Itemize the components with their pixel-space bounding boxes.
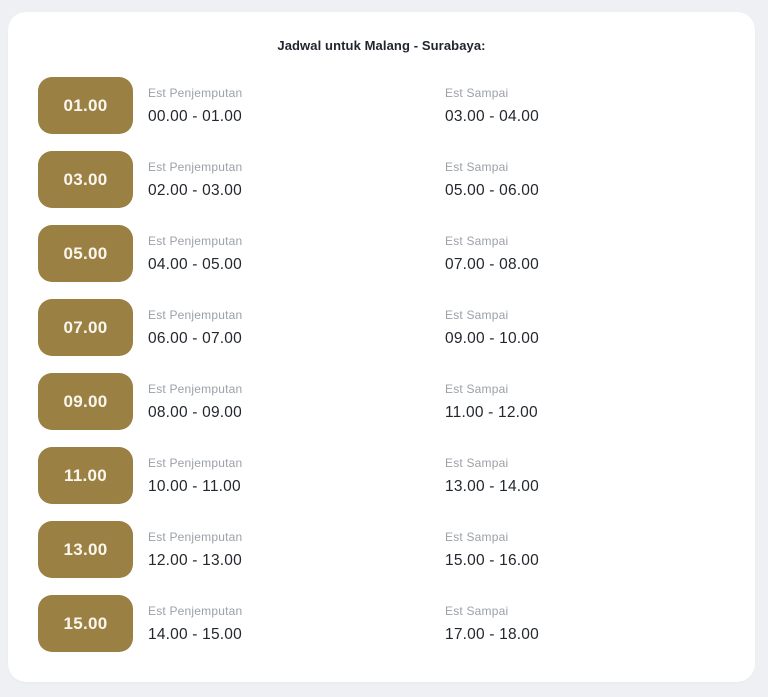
arrival-column: Est Sampai 11.00 - 12.00 <box>445 382 725 422</box>
departure-time-badge[interactable]: 01.00 <box>38 77 133 134</box>
arrival-time-range: 15.00 - 16.00 <box>445 551 539 569</box>
pickup-label: Est Penjemputan <box>148 603 243 618</box>
departure-time-label: 11.00 <box>63 465 108 485</box>
pickup-time-range: 12.00 - 13.00 <box>148 551 242 569</box>
pickup-column: Est Penjemputan 04.00 - 05.00 <box>148 234 445 274</box>
pickup-label: Est Penjemputan <box>148 455 243 470</box>
arrival-label: Est Sampai <box>445 85 509 100</box>
pickup-column: Est Penjemputan 00.00 - 01.00 <box>148 86 445 126</box>
pickup-time-range: 10.00 - 11.00 <box>148 477 241 495</box>
arrival-label: Est Sampai <box>445 307 509 322</box>
pickup-label: Est Penjemputan <box>148 381 243 396</box>
departure-time-label: 05.00 <box>63 243 108 263</box>
departure-time-label: 07.00 <box>63 317 108 337</box>
arrival-column: Est Sampai 03.00 - 04.00 <box>445 86 725 126</box>
departure-time-label: 01.00 <box>63 95 108 115</box>
departure-time-label: 15.00 <box>63 613 108 633</box>
schedule-row: 01.00 Est Penjemputan 00.00 - 01.00 Est … <box>38 77 725 134</box>
pickup-time-range: 02.00 - 03.00 <box>148 181 242 199</box>
schedule-row: 11.00 Est Penjemputan 10.00 - 11.00 Est … <box>38 447 725 504</box>
pickup-time-range: 04.00 - 05.00 <box>148 255 242 273</box>
pickup-column: Est Penjemputan 02.00 - 03.00 <box>148 160 445 200</box>
pickup-label: Est Penjemputan <box>148 307 243 322</box>
schedule-row: 05.00 Est Penjemputan 04.00 - 05.00 Est … <box>38 225 725 282</box>
arrival-column: Est Sampai 07.00 - 08.00 <box>445 234 725 274</box>
arrival-column: Est Sampai 17.00 - 18.00 <box>445 604 725 644</box>
pickup-time-range: 08.00 - 09.00 <box>148 403 242 421</box>
departure-time-badge[interactable]: 13.00 <box>38 521 133 578</box>
pickup-time-range: 00.00 - 01.00 <box>148 107 242 125</box>
arrival-column: Est Sampai 09.00 - 10.00 <box>445 308 725 348</box>
departure-time-label: 03.00 <box>63 169 108 189</box>
arrival-column: Est Sampai 13.00 - 14.00 <box>445 456 725 496</box>
arrival-label: Est Sampai <box>445 529 509 544</box>
departure-time-badge[interactable]: 03.00 <box>38 151 133 208</box>
pickup-column: Est Penjemputan 06.00 - 07.00 <box>148 308 445 348</box>
pickup-label: Est Penjemputan <box>148 233 243 248</box>
arrival-label: Est Sampai <box>445 455 509 470</box>
schedule-row: 13.00 Est Penjemputan 12.00 - 13.00 Est … <box>38 521 725 578</box>
arrival-label: Est Sampai <box>445 381 509 396</box>
pickup-label: Est Penjemputan <box>148 159 243 174</box>
pickup-time-range: 14.00 - 15.00 <box>148 625 242 643</box>
schedule-row: 03.00 Est Penjemputan 02.00 - 03.00 Est … <box>38 151 725 208</box>
arrival-column: Est Sampai 15.00 - 16.00 <box>445 530 725 570</box>
schedule-title: Jadwal untuk Malang - Surabaya: <box>277 38 486 53</box>
schedule-row: 09.00 Est Penjemputan 08.00 - 09.00 Est … <box>38 373 725 430</box>
arrival-label: Est Sampai <box>445 159 509 174</box>
arrival-time-range: 09.00 - 10.00 <box>445 329 539 347</box>
schedule-row: 07.00 Est Penjemputan 06.00 - 07.00 Est … <box>38 299 725 356</box>
arrival-column: Est Sampai 05.00 - 06.00 <box>445 160 725 200</box>
arrival-label: Est Sampai <box>445 603 509 618</box>
pickup-column: Est Penjemputan 12.00 - 13.00 <box>148 530 445 570</box>
pickup-column: Est Penjemputan 14.00 - 15.00 <box>148 604 445 644</box>
arrival-time-range: 17.00 - 18.00 <box>445 625 539 643</box>
schedule-card: Jadwal untuk Malang - Surabaya: 01.00 Es… <box>8 12 755 682</box>
departure-time-badge[interactable]: 11.00 <box>38 447 133 504</box>
departure-time-badge[interactable]: 15.00 <box>38 595 133 652</box>
departure-time-label: 09.00 <box>63 391 108 411</box>
pickup-label: Est Penjemputan <box>148 85 243 100</box>
arrival-time-range: 07.00 - 08.00 <box>445 255 539 273</box>
schedule-list: 01.00 Est Penjemputan 00.00 - 01.00 Est … <box>38 77 725 652</box>
departure-time-label: 13.00 <box>63 539 108 559</box>
pickup-label: Est Penjemputan <box>148 529 243 544</box>
arrival-time-range: 05.00 - 06.00 <box>445 181 539 199</box>
arrival-label: Est Sampai <box>445 233 509 248</box>
pickup-column: Est Penjemputan 10.00 - 11.00 <box>148 456 445 496</box>
departure-time-badge[interactable]: 05.00 <box>38 225 133 282</box>
arrival-time-range: 13.00 - 14.00 <box>445 477 539 495</box>
pickup-time-range: 06.00 - 07.00 <box>148 329 242 347</box>
schedule-row: 15.00 Est Penjemputan 14.00 - 15.00 Est … <box>38 595 725 652</box>
arrival-time-range: 11.00 - 12.00 <box>445 403 538 421</box>
arrival-time-range: 03.00 - 04.00 <box>445 107 539 125</box>
departure-time-badge[interactable]: 09.00 <box>38 373 133 430</box>
departure-time-badge[interactable]: 07.00 <box>38 299 133 356</box>
pickup-column: Est Penjemputan 08.00 - 09.00 <box>148 382 445 422</box>
